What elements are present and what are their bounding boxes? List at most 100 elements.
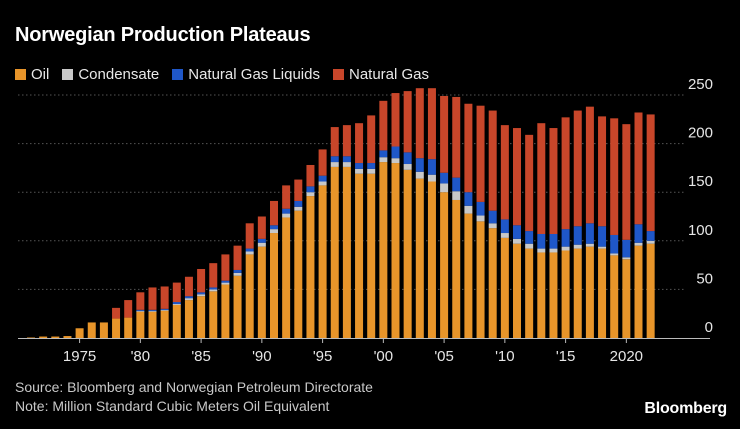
bar-oil-2021: [634, 245, 643, 338]
bar-natural-gas-2000: [379, 100, 388, 151]
bar-natural-gas-liquids-2011: [513, 225, 521, 239]
bar-natural-gas-liquids-2021: [634, 224, 643, 243]
bar-natural-gas-liquids-1990: [257, 238, 266, 243]
bar-natural-gas-2015: [561, 117, 570, 230]
x-tick-label-2015: '15: [556, 348, 576, 365]
bar-condensate-2003: [415, 171, 424, 179]
bar-oil-1978: [112, 318, 121, 338]
bar-natural-gas-1997: [342, 125, 351, 157]
bar-oil-2016: [573, 248, 582, 338]
bar-condensate-1992: [282, 213, 291, 218]
bar-natural-gas-liquids-1996: [330, 156, 339, 163]
bar-oil-1990: [257, 246, 266, 338]
bar-natural-gas-liquids-1986: [209, 287, 218, 290]
bar-natural-gas-liquids-2019: [610, 234, 619, 254]
bar-oil-2011: [513, 243, 521, 338]
bar-condensate-1985: [197, 294, 206, 297]
bar-oil-1983: [172, 304, 181, 338]
legend-label-oil: Oil: [31, 66, 50, 83]
bar-oil-1980: [136, 311, 145, 338]
units-note: Note: Million Standard Cubic Meters Oil …: [15, 398, 330, 414]
legend-swatch-natural-gas: [332, 69, 344, 80]
bar-natural-gas-1999: [367, 115, 376, 164]
bar-oil-2019: [610, 255, 619, 338]
bar-condensate-1989: [245, 251, 254, 255]
bar-natural-gas-1984: [184, 276, 193, 297]
bar-natural-gas-liquids-2015: [561, 229, 570, 247]
bar-condensate-2013: [537, 248, 546, 253]
x-tick-label-1995: '95: [313, 348, 333, 365]
bar-natural-gas-liquids-2016: [573, 226, 582, 245]
bar-condensate-1991: [270, 229, 278, 234]
legend-label-ngl: Natural Gas Liquids: [188, 66, 320, 83]
bar-oil-2007: [464, 213, 473, 338]
bar-natural-gas-liquids-2012: [525, 231, 534, 244]
legend-label-condensate: Condensate: [78, 66, 160, 83]
bar-condensate-1994: [306, 192, 315, 197]
bar-condensate-1990: [257, 242, 266, 247]
bar-condensate-1981: [148, 310, 157, 312]
bar-oil-1988: [233, 275, 242, 338]
bar-oil-1985: [197, 296, 206, 338]
bar-oil-1987: [221, 284, 230, 338]
bar-natural-gas-2007: [464, 103, 473, 193]
bar-oil-1995: [318, 185, 327, 338]
bar-natural-gas-1989: [245, 223, 254, 249]
x-tick-label-1980: '80: [131, 348, 151, 365]
bar-condensate-2020: [622, 257, 631, 260]
bar-natural-gas-1982: [160, 286, 169, 309]
bar-natural-gas-2020: [622, 124, 631, 240]
bar-natural-gas-1985: [197, 268, 206, 293]
bar-natural-gas-liquids-2018: [598, 226, 607, 247]
bar-natural-gas-liquids-2022: [646, 231, 655, 241]
bar-oil-1994: [306, 196, 315, 338]
bar-natural-gas-liquids-2009: [488, 210, 497, 224]
bar-oil-1976: [87, 322, 96, 338]
bar-condensate-2021: [634, 242, 643, 246]
x-tick-label-1985: '85: [191, 348, 211, 365]
bar-oil-1982: [160, 310, 169, 338]
bar-natural-gas-liquids-2010: [500, 219, 509, 234]
bar-natural-gas-liquids-1993: [294, 200, 303, 207]
bar-condensate-2004: [427, 174, 436, 182]
bar-oil-2000: [379, 162, 388, 338]
bloomberg-logo: Bloomberg: [644, 400, 727, 417]
bar-natural-gas-liquids-1985: [197, 292, 206, 295]
bar-natural-gas-liquids-1989: [245, 248, 254, 252]
bar-natural-gas-1993: [294, 179, 303, 201]
bar-natural-gas-2002: [403, 91, 412, 153]
y-tick-label-250: 250: [688, 76, 713, 93]
bar-natural-gas-liquids-1997: [342, 156, 351, 163]
bar-natural-gas-2001: [391, 93, 400, 147]
bar-natural-gas-1988: [233, 245, 242, 270]
legend-swatch-oil: [15, 69, 26, 80]
bar-natural-gas-liquids-2002: [403, 152, 412, 165]
bar-natural-gas-liquids-2020: [622, 239, 631, 258]
bar-natural-gas-1998: [355, 123, 364, 164]
bar-natural-gas-liquids-2013: [537, 233, 546, 249]
bar-natural-gas-liquids-2004: [427, 159, 436, 175]
bar-natural-gas-liquids-1981: [148, 309, 157, 311]
bar-natural-gas-2021: [634, 112, 643, 225]
bar-natural-gas-2014: [549, 128, 558, 234]
bar-natural-gas-liquids-2008: [476, 201, 485, 216]
legend-item-condensate: Condensate: [62, 66, 159, 83]
bar-natural-gas-2005: [440, 95, 449, 173]
y-tick-label-100: 100: [688, 222, 713, 239]
bar-condensate-2019: [610, 253, 619, 256]
legend-item-natural-gas: Natural Gas: [332, 66, 429, 83]
bar-condensate-1984: [184, 298, 193, 301]
x-tick-label-1990: '90: [252, 348, 272, 365]
bar-oil-2013: [537, 252, 546, 338]
bar-condensate-2007: [464, 205, 473, 214]
y-tick-label-200: 200: [688, 125, 713, 142]
bar-condensate-1995: [318, 181, 327, 186]
bar-natural-gas-liquids-1991: [270, 225, 278, 230]
bar-natural-gas-2010: [500, 125, 509, 220]
bar-oil-2002: [403, 169, 412, 338]
bar-oil-1998: [355, 173, 364, 338]
x-tick-label-2020: 2020: [610, 348, 643, 365]
bar-natural-gas-liquids-1983: [172, 302, 181, 304]
bar-condensate-2006: [452, 191, 461, 200]
bar-natural-gas-liquids-1998: [355, 163, 364, 169]
